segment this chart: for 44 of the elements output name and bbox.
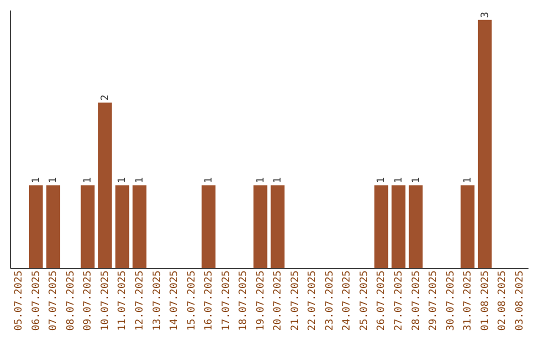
data-label: 3 <box>480 12 491 18</box>
data-label: 1 <box>134 177 146 184</box>
x-tick-label: 10.07.2025 <box>100 270 111 331</box>
x-tick-label: 15.07.2025 <box>186 270 198 331</box>
x-tick-label: 06.07.2025 <box>30 270 42 331</box>
x-tick-label: 27.07.2025 <box>394 270 404 331</box>
data-label: 1 <box>272 177 284 184</box>
x-tick-label: 13.07.2025 <box>152 270 163 331</box>
x-tick-label: 26.07.2025 <box>376 270 388 331</box>
x-tick-label: 24.07.2025 <box>342 270 353 331</box>
data-label: 1 <box>117 177 128 184</box>
x-tick-label: 02.08.2025 <box>497 270 508 331</box>
data-label: 1 <box>462 177 474 184</box>
data-label: 2 <box>100 94 111 101</box>
x-tick-label: 22.07.2025 <box>307 270 318 331</box>
x-tick-label: 08.07.2025 <box>65 270 76 331</box>
data-label: 1 <box>204 177 215 184</box>
x-tick-label: 31.07.2025 <box>462 270 474 331</box>
x-tick-label: 29.07.2025 <box>428 270 440 331</box>
x-tick-label: 03.08.2025 <box>514 270 526 331</box>
x-tick-label: 21.07.2025 <box>290 270 301 331</box>
data-label: 1 <box>48 177 60 184</box>
x-tick-label: 30.07.2025 <box>445 270 456 331</box>
x-tick-label: 16.07.2025 <box>204 270 215 331</box>
x-tick-label: 14.07.2025 <box>169 270 180 331</box>
x-tick-label: 20.07.2025 <box>272 270 284 331</box>
data-label: 1 <box>410 177 422 184</box>
data-label: 1 <box>82 177 94 184</box>
x-tick-label: 07.07.2025 <box>48 270 60 331</box>
x-tick-label: 01.08.2025 <box>480 270 491 331</box>
data-label: 1 <box>394 177 404 184</box>
x-tick-label: 25.07.2025 <box>358 270 370 331</box>
x-tick-label: 18.07.2025 <box>238 270 250 331</box>
data-label: 1 <box>255 177 266 184</box>
data-label: 1 <box>376 177 388 184</box>
x-tick-label: 28.07.2025 <box>410 270 422 331</box>
x-tick-label: 11.07.2025 <box>117 270 128 331</box>
x-tick-label: 23.07.2025 <box>324 270 336 331</box>
x-tick-label: 19.07.2025 <box>255 270 266 331</box>
data-label: 1 <box>30 177 42 184</box>
x-tick-label: 12.07.2025 <box>134 270 146 331</box>
x-tick-label: 09.07.2025 <box>82 270 94 331</box>
x-tick-label: 05.07.2025 <box>14 270 25 331</box>
x-tick-label: 17.07.2025 <box>220 270 232 331</box>
